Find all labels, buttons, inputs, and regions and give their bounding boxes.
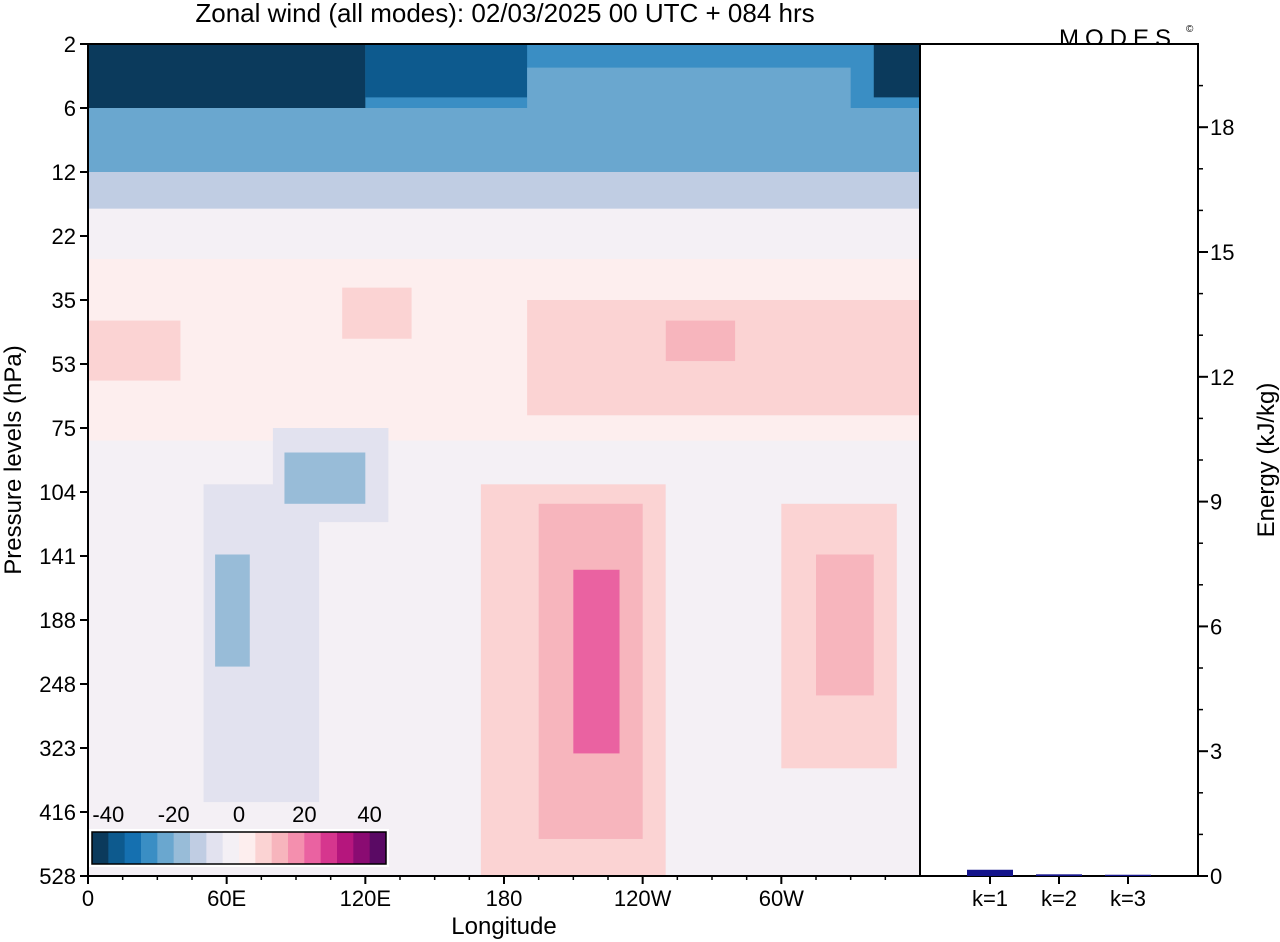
- longitude-tick-label: 60E: [207, 886, 246, 911]
- energy-tick-label: 12: [1210, 365, 1234, 390]
- pressure-tick-label: 35: [52, 288, 76, 313]
- energy-tick-label: 18: [1210, 115, 1234, 140]
- colorbar: [89, 829, 389, 867]
- pressure-tick-label: 53: [52, 352, 76, 377]
- colorbar-ticks: -40 -20 0 20 40: [92, 802, 381, 827]
- colorbar-swatch: [92, 832, 109, 864]
- longitude-tick-label: 60W: [759, 886, 804, 911]
- energy-tick-label: 15: [1210, 240, 1234, 265]
- pressure-tick-label: 416: [39, 800, 76, 825]
- longitude-tick-label: 180: [486, 886, 523, 911]
- heatmap-cell: [896, 440, 920, 876]
- modes-logo-mark: ©: [1186, 24, 1194, 35]
- x-axis-label: Longitude: [451, 913, 556, 940]
- energy-frame: [919, 43, 1199, 877]
- heatmap-cell: [873, 44, 920, 98]
- energy-category-label: k=2: [1041, 886, 1077, 911]
- heatmap-cell: [342, 287, 412, 339]
- energy-axis: 0 3 6 9 12 15 18: [1198, 84, 1234, 889]
- pressure-tick-label: 12: [52, 160, 76, 185]
- colorbar-swatch: [288, 832, 305, 864]
- colorbar-swatch: [320, 832, 338, 864]
- colorbar-swatch: [304, 832, 322, 864]
- heatmap-cell: [215, 554, 250, 667]
- energy-bar: [967, 869, 1013, 876]
- colorbar-swatch: [157, 832, 175, 864]
- pressure-tick-label: 528: [39, 864, 76, 889]
- pressure-tick-label: 323: [39, 736, 76, 761]
- colorbar-tick-label: 0: [233, 802, 245, 827]
- chart-title: Zonal wind (all modes): 02/03/2025 00 UT…: [195, 0, 814, 28]
- energy-tick-label: 9: [1210, 490, 1222, 515]
- colorbar-frame: [91, 831, 387, 865]
- colorbar-swatch: [108, 832, 126, 864]
- colorbar-tick-label: 20: [292, 802, 316, 827]
- heatmap-area: [88, 44, 920, 876]
- colorbar-tick-label: -20: [158, 802, 190, 827]
- colorbar-swatch: [337, 832, 354, 864]
- pressure-tick-label: 248: [39, 672, 76, 697]
- energy-tick-label: 3: [1210, 739, 1222, 764]
- energy-tick-label: 6: [1210, 614, 1222, 639]
- colorbar-swatch: [206, 832, 224, 864]
- energy-bar: [1105, 874, 1151, 876]
- colorbar-swatch: [124, 832, 142, 864]
- energy-category-label: k=1: [972, 886, 1008, 911]
- colorbar-tick-label: -40: [92, 802, 124, 827]
- longitude-axis: 0 60E 120E 180 120W 60W: [82, 876, 887, 911]
- heatmap-cell: [284, 452, 366, 504]
- heatmap-cell: [573, 569, 620, 754]
- longitude-tick-label: 120E: [340, 886, 391, 911]
- heatmap-cell: [88, 208, 920, 260]
- energy-bar: [1036, 874, 1082, 876]
- pressure-tick-label: 6: [64, 96, 76, 121]
- energy-axis-label: Energy (kJ/kg): [1253, 383, 1280, 538]
- heatmap-cell: [88, 172, 920, 209]
- energy-tick-label: 0: [1210, 864, 1222, 889]
- colorbar-swatch: [141, 832, 158, 864]
- energy-category-axis: k=1 k=2 k=3: [972, 876, 1146, 911]
- pressure-tick-label: 2: [64, 32, 76, 57]
- y-axis-label: Pressure levels (hPa): [0, 345, 27, 574]
- heatmap-cell: [88, 108, 920, 172]
- pressure-tick-label: 141: [39, 544, 76, 569]
- heatmap-cell: [816, 554, 874, 696]
- heatmap-cell: [665, 463, 782, 876]
- heatmap-cell: [88, 44, 366, 108]
- colorbar-swatch: [222, 832, 240, 864]
- pressure-tick-label: 22: [52, 224, 76, 249]
- heatmap-cell: [665, 320, 736, 362]
- pressure-tick-label: 75: [52, 416, 76, 441]
- colorbar-swatch: [353, 832, 371, 864]
- heatmap-cell: [365, 44, 528, 98]
- colorbar-tick-label: 40: [357, 802, 381, 827]
- colorbar-swatch: [369, 832, 387, 864]
- colorbar-swatch: [173, 832, 191, 864]
- pressure-axis: 2 6 12 22 35 53 75 104 141 188 248 323 416 528: [39, 32, 88, 889]
- longitude-tick-label: 120W: [614, 886, 672, 911]
- pressure-tick-label: 188: [39, 608, 76, 633]
- longitude-tick-label: 0: [82, 886, 94, 911]
- pressure-tick-label: 104: [39, 480, 76, 505]
- energy-bars: [967, 869, 1151, 876]
- colorbar-swatch: [190, 832, 207, 864]
- heatmap-cell: [88, 320, 181, 381]
- colorbar-swatch: [239, 832, 256, 864]
- energy-category-label: k=3: [1110, 886, 1146, 911]
- heatmap-cell: [88, 440, 204, 876]
- colorbar-swatch: [271, 832, 289, 864]
- colorbar-swatch: [255, 832, 273, 864]
